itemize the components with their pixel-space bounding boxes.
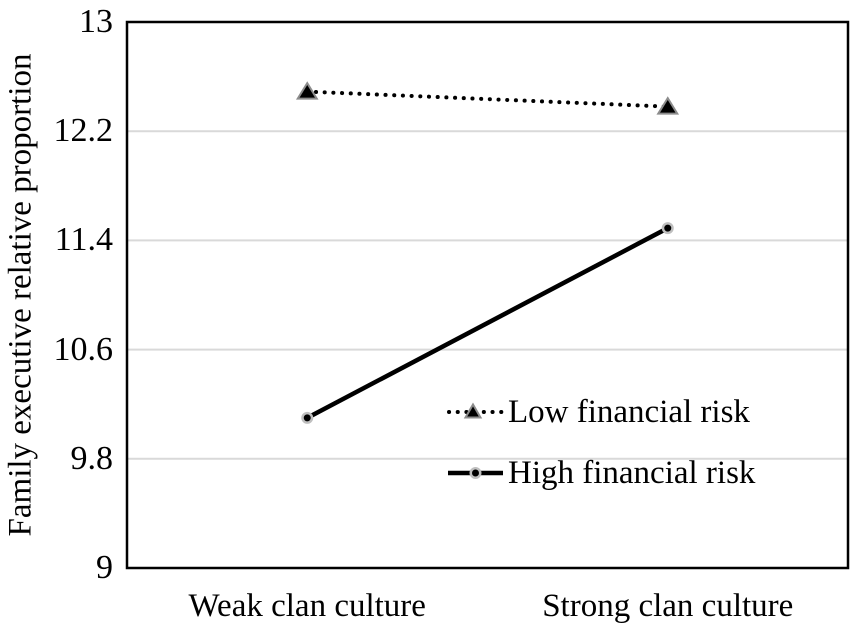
x-category-label: Strong clan culture xyxy=(542,588,794,624)
circle-marker xyxy=(301,411,314,424)
y-tick-label: 9.8 xyxy=(70,439,114,477)
triangle-marker xyxy=(656,96,680,115)
legend-item-low-financial-risk: Low financial risk xyxy=(447,394,755,430)
x-axis-category-labels: Weak clan culture Strong clan culture xyxy=(0,588,854,629)
y-tick-label: 12.2 xyxy=(53,112,114,150)
y-axis-title: Family executive relative proportion xyxy=(2,53,39,537)
y-tick-label: 11.4 xyxy=(54,221,113,259)
series-line-high-financial-risk xyxy=(306,226,669,420)
y-tick-label: 10.6 xyxy=(53,330,114,368)
triangle-marker xyxy=(295,81,319,100)
legend: Low financial risk High financial risk xyxy=(447,394,755,516)
x-category-label: Weak clan culture xyxy=(188,588,426,624)
solid-circle-legend-marker-icon xyxy=(448,467,503,479)
y-tick-label: 9 xyxy=(96,549,113,586)
dotted-triangle-legend-marker-icon xyxy=(447,402,504,419)
plot-border xyxy=(125,20,850,570)
legend-label-low-financial-risk: Low financial risk xyxy=(508,393,750,430)
legend-item-high-financial-risk: High financial risk xyxy=(447,455,755,491)
y-tick-label: 13 xyxy=(79,3,113,40)
legend-label-high-financial-risk: High financial risk xyxy=(508,454,756,491)
series-line-low-financial-risk xyxy=(305,89,670,109)
circle-marker xyxy=(661,222,674,235)
